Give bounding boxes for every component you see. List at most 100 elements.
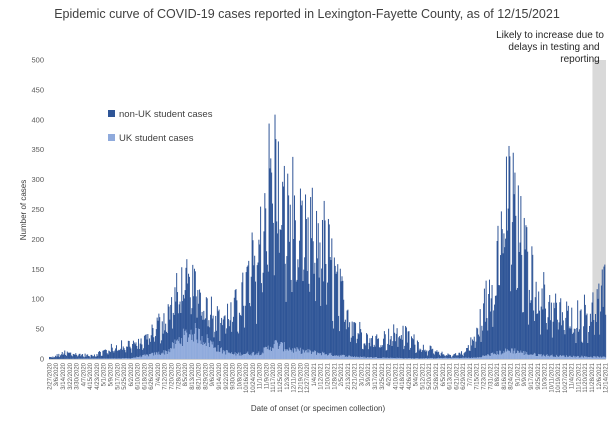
bar-uk [461,357,463,359]
bar-non-uk [489,311,491,357]
bar-uk [469,358,471,359]
bar-uk [193,333,195,359]
bar-uk [499,350,501,359]
bar-non-uk [319,242,321,354]
bar-uk [178,337,180,359]
bar-non-uk [101,355,103,359]
bar-uk [483,356,485,359]
bar-uk [309,349,311,359]
bar-non-uk [485,280,487,356]
bar-non-uk [572,332,574,356]
bar-uk [398,358,400,359]
bar-non-uk [207,326,209,339]
bar-non-uk [220,322,222,349]
bar-uk [343,354,345,359]
bar-uk [345,356,347,359]
bar-non-uk [514,172,516,349]
x-tick-label: 10/27/2021 [563,362,569,393]
bar-uk [392,358,394,359]
bar-uk [390,358,392,359]
bar-uk [261,352,263,359]
bar-non-uk [399,336,401,358]
bar-uk [347,356,349,359]
bar-non-uk [467,345,469,358]
bar-non-uk [102,350,104,359]
bar-non-uk [528,324,529,355]
bar-non-uk [405,326,407,359]
bar-uk [182,346,184,359]
x-tick-label: 5/1/2020 [102,362,108,386]
bar-non-uk [104,349,106,359]
bar-non-uk [507,208,509,351]
bar-non-uk [432,348,434,359]
bar-uk [175,344,177,359]
bar-uk [555,354,557,359]
bar-non-uk [570,328,572,357]
x-tick-label: 4/7/2020 [81,362,87,386]
bar-uk [443,358,445,359]
bar-uk [337,356,339,359]
bar-non-uk [157,320,159,355]
bar-non-uk [74,354,76,359]
x-tick-label: 9/14/2020 [217,362,223,389]
x-tick-label: 3/25/2021 [380,362,386,389]
bar-non-uk [582,342,584,357]
bar-non-uk [594,334,596,357]
bar-non-uk [312,241,314,353]
x-tick-label: 1/12/2021 [319,362,325,389]
bar-uk [305,350,307,359]
x-tick-label: 9/22/2020 [224,362,230,389]
bar-uk [310,354,312,359]
bar-non-uk [290,279,292,351]
bar-non-uk [239,314,241,353]
bar-uk [140,357,142,359]
bar-non-uk [540,306,542,355]
bar-non-uk [523,217,525,356]
bar-non-uk [110,352,112,359]
bar-non-uk [147,334,149,355]
legend: non-UK student cases UK student cases [108,109,213,144]
bar-uk [572,355,574,359]
bar-non-uk [529,302,531,355]
bar-uk [134,357,136,359]
bar-non-uk [83,357,85,359]
bar-uk [367,357,369,359]
bar-non-uk [151,324,153,353]
bar-uk [561,356,563,359]
legend-swatch-non-uk [108,110,115,117]
bar-uk [329,353,331,359]
bar-non-uk [535,281,537,357]
bar-uk [180,344,182,359]
bar-non-uk [267,271,269,346]
bar-non-uk [269,168,271,351]
bar-uk [563,355,565,359]
bar-non-uk [161,321,163,353]
bar-non-uk [113,352,115,359]
y-tick-label: 200 [31,235,44,244]
annotation-line-2: delays in testing and [508,42,599,53]
bar-uk [157,354,159,359]
bar-non-uk [349,322,351,356]
bar-uk [319,353,321,359]
bar-uk [341,354,343,359]
bar-uk [288,350,290,359]
bar-non-uk [342,280,344,356]
bar-non-uk [377,338,379,359]
x-tick-label: 12/27/2020 [305,362,311,393]
bar-uk [164,354,166,359]
bar-uk [395,358,397,359]
bar-uk [158,351,160,359]
bar-uk [388,358,390,359]
bar-non-uk [475,341,477,358]
bar-uk [393,358,395,359]
bar-uk [516,353,518,359]
legend-swatch-uk [108,134,115,141]
bar-uk [143,354,145,359]
bar-non-uk [445,355,447,358]
bar-non-uk [544,284,546,356]
bar-non-uk [561,312,563,356]
bar-non-uk [539,310,541,355]
bar-uk [315,351,317,359]
bar-uk [428,358,430,359]
bar-non-uk [417,342,419,359]
